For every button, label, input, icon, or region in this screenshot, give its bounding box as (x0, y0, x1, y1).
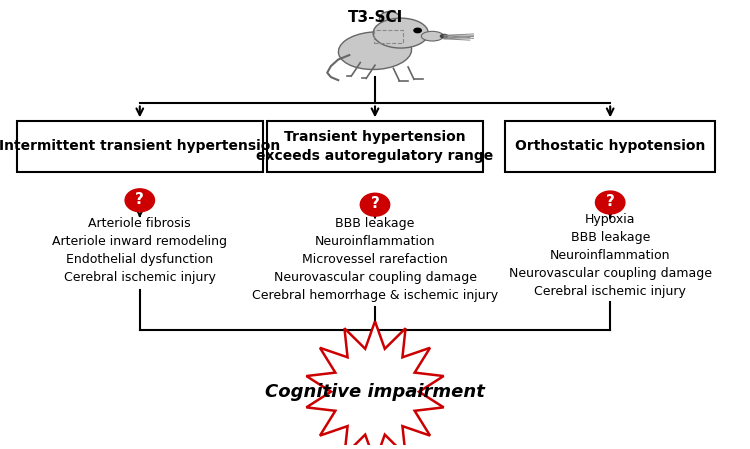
Ellipse shape (422, 31, 443, 41)
Ellipse shape (374, 18, 428, 48)
Text: Intermittent transient hypertension: Intermittent transient hypertension (0, 139, 280, 154)
Text: ?: ? (606, 194, 615, 209)
Ellipse shape (380, 12, 400, 26)
Circle shape (414, 28, 422, 33)
Text: ?: ? (370, 196, 380, 211)
Ellipse shape (596, 191, 625, 214)
Text: Transient hypertension
exceeds autoregulatory range: Transient hypertension exceeds autoregul… (256, 130, 494, 163)
FancyBboxPatch shape (16, 121, 263, 172)
Text: BBB leakage
Neuroinflammation
Microvessel rarefaction
Neurovascular coupling dam: BBB leakage Neuroinflammation Microvesse… (252, 217, 498, 302)
FancyBboxPatch shape (266, 121, 484, 172)
Ellipse shape (125, 189, 154, 212)
Text: Hypoxia
BBB leakage
Neuroinflammation
Neurovascular coupling damage
Cerebral isc: Hypoxia BBB leakage Neuroinflammation Ne… (509, 213, 712, 298)
Ellipse shape (360, 193, 390, 216)
Text: Arteriole fibrosis
Arteriole inward remodeling
Endothelial dysfunction
Cerebral : Arteriole fibrosis Arteriole inward remo… (53, 217, 227, 284)
Polygon shape (306, 321, 444, 449)
Text: Orthostatic hypotension: Orthostatic hypotension (515, 139, 706, 154)
FancyBboxPatch shape (506, 121, 715, 172)
Ellipse shape (338, 32, 412, 70)
Bar (374, 30, 403, 43)
Text: T3-SCI: T3-SCI (347, 10, 403, 25)
Text: Cognitive impairment: Cognitive impairment (265, 383, 485, 401)
Text: ?: ? (135, 192, 144, 207)
Ellipse shape (440, 35, 448, 38)
